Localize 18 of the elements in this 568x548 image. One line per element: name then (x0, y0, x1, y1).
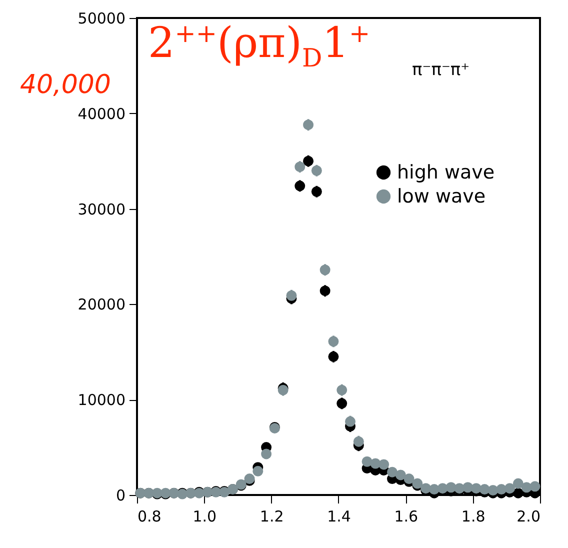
y-tick-label: 0 (116, 486, 126, 504)
text: π⁻π⁻π⁺ (412, 60, 470, 80)
y-tick-label: 20000 (78, 296, 126, 314)
y-tick-label: 40000 (78, 104, 126, 123)
x-tick-label: 1.6 (394, 508, 418, 526)
y-tick-label: 10000 (78, 391, 126, 410)
x-tick-label: 0.8 (138, 508, 162, 526)
x-tick-label: 1.2 (260, 508, 284, 526)
x-tick-label: 1.0 (192, 508, 217, 526)
x-tick-label: 1.8 (461, 508, 486, 526)
text: 40,000 (20, 70, 111, 100)
legend-label: high wave (397, 162, 495, 184)
y-tick-label: 50000 (78, 10, 126, 28)
y-tick-label: 30000 (78, 200, 126, 218)
legend-label: low wave (397, 186, 486, 208)
x-tick-label: 1.4 (327, 508, 351, 526)
chart-title: 2$^{++}$(ρπ)$_{D}$1$^{+}$ (148, 18, 370, 72)
x-tick-label: 2.0 (516, 508, 540, 526)
